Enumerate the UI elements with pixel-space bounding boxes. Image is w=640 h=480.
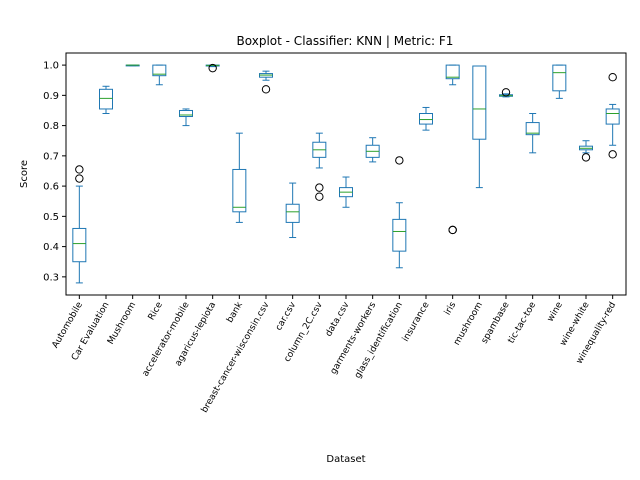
- box-Rice: [152, 64, 167, 86]
- y-tick-label: 0.9: [43, 91, 59, 102]
- iqr-box: [179, 109, 193, 118]
- box-wine: [552, 64, 567, 99]
- x-tick-label: bank: [225, 300, 245, 325]
- box-bank: [232, 132, 247, 223]
- x-tick-label: car.csv: [274, 300, 299, 333]
- x-tick-label: accelerator-mobile: [141, 300, 192, 378]
- box-wine-white: [579, 140, 593, 162]
- iqr-box: [72, 227, 87, 263]
- box-accelerator-mobile: [179, 108, 193, 127]
- y-tick-label: 1.0: [43, 61, 59, 72]
- y-tick-label: 0.6: [43, 182, 59, 193]
- y-tick-label: 0.8: [43, 121, 59, 132]
- chart-title: Boxplot - Classifier: KNN | Metric: F1: [237, 34, 454, 48]
- outlier-point: [448, 225, 457, 235]
- iqr-box: [525, 122, 540, 136]
- box-iris: [445, 64, 460, 235]
- x-tick-label: data.csv: [324, 300, 352, 339]
- iqr-box: [472, 65, 487, 140]
- iqr-box: [392, 218, 407, 252]
- box-Car Evaluation: [99, 85, 113, 114]
- box-data.csv: [339, 176, 353, 208]
- x-tick-label: insurance: [401, 300, 432, 344]
- iqr-box: [232, 168, 247, 213]
- x-tick-label: Mushroom: [106, 301, 138, 347]
- box-tic-tac-toe: [525, 113, 540, 154]
- y-tick-label: 0.4: [43, 242, 59, 253]
- iqr-box: [552, 64, 567, 92]
- y-axis: 0.3 0.4 0.5 0.6 0.7 0.8 0.9 1.0: [43, 61, 66, 283]
- iqr-box: [419, 113, 433, 125]
- outlier-point: [315, 192, 324, 201]
- box-column_2C.csv: [312, 132, 327, 201]
- x-tick-label: tic-tac-toe: [507, 300, 539, 345]
- x-axis-label: Dataset: [326, 454, 365, 465]
- box-agaricus-lepiota: [205, 63, 220, 73]
- box-insurance: [419, 106, 433, 131]
- box-glass_identification: [392, 156, 407, 269]
- x-tick-label: Rice: [147, 300, 166, 322]
- outlier-point: [501, 88, 511, 97]
- iqr-box: [99, 88, 113, 110]
- plot-area-frame: [65, 52, 627, 296]
- outlier-point: [75, 174, 84, 183]
- outlier-point: [315, 183, 324, 192]
- y-tick-label: 0.3: [43, 272, 59, 283]
- box-car.csv: [285, 182, 300, 239]
- box-breast-cancer-wisconsin.csv: [259, 70, 273, 94]
- iqr-box: [285, 203, 300, 223]
- box-mushroom: [472, 65, 487, 189]
- outlier-point: [395, 156, 404, 165]
- boxes-layer: [72, 63, 620, 284]
- outlier-point: [261, 85, 271, 94]
- y-axis-label: Score: [19, 160, 30, 188]
- x-tick-label: iris: [443, 300, 459, 317]
- y-tick-label: 0.7: [43, 151, 59, 162]
- iqr-box: [605, 108, 620, 125]
- box-winequality-red: [605, 73, 620, 159]
- outlier-point: [75, 165, 84, 174]
- x-tick-label: wine: [546, 300, 565, 324]
- outlier-point: [608, 150, 617, 159]
- box-Automobile: [72, 165, 87, 284]
- box-garments-workers: [365, 137, 380, 163]
- outlier-point: [208, 63, 217, 73]
- box-spambase: [499, 88, 513, 98]
- outlier-point: [581, 153, 591, 162]
- y-tick-label: 0.5: [43, 212, 59, 223]
- iqr-box: [445, 64, 460, 80]
- box-Mushroom: [125, 64, 140, 67]
- outlier-point: [608, 73, 617, 82]
- iqr-box: [152, 64, 167, 77]
- x-tick-label: glass_identification: [353, 301, 405, 381]
